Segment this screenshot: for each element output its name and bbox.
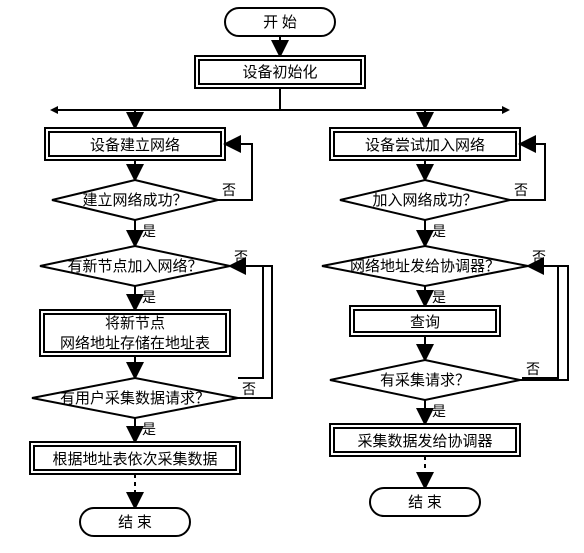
R3-no: 否: [532, 251, 546, 266]
L3-yes: 是: [142, 291, 156, 306]
node-R3: 网络地址发给协调器？: [322, 246, 528, 286]
L6-label: 根据地址表依次采集数据: [52, 451, 217, 468]
node-R6: 采集数据发给协调器: [330, 424, 520, 456]
L4-label: 将新节点: [105, 315, 165, 332]
R6-label: 采集数据发给协调器: [357, 433, 492, 450]
L3-label: 有新节点加入网络？: [67, 258, 202, 275]
R4-label: 查询: [410, 314, 440, 331]
L2-label: 建立网络成功？: [82, 192, 187, 209]
L3-no: 否: [234, 251, 248, 266]
R3-label: 网络地址发给协调器？: [350, 258, 500, 275]
R5-yes: 是: [432, 405, 446, 420]
flowchart: 开 始 设备初始化 设备建立网络 建立网络成功？ 是 否 有新节点加入网络？ 是…: [0, 0, 584, 553]
node-L6: 根据地址表依次采集数据: [30, 442, 240, 474]
node-L5: 有用户采集数据请求？: [32, 378, 238, 418]
R2-no: 否: [514, 184, 528, 199]
node-Lend: 结 束: [80, 508, 190, 536]
Rend-label: 结 束: [408, 494, 442, 511]
node-L3: 有新节点加入网络？: [40, 246, 230, 286]
node-Rend: 结 束: [370, 488, 480, 516]
R5-no: 否: [526, 363, 540, 378]
node-start: 开 始: [225, 8, 335, 36]
R1-label: 设备尝试加入网络: [365, 137, 485, 154]
R3-yes: 是: [432, 291, 446, 306]
Lend-label: 结 束: [118, 514, 152, 531]
L5-yes: 是: [142, 423, 156, 438]
L1-label: 设备建立网络: [90, 137, 180, 154]
node-L1: 设备建立网络: [45, 128, 225, 160]
node-init: 设备初始化: [195, 56, 365, 88]
node-R1: 设备尝试加入网络: [330, 128, 520, 160]
node-R5: 有采集请求？: [330, 360, 520, 400]
L5-no: 否: [242, 383, 256, 398]
node-R4: 查询: [350, 306, 500, 336]
L2-no: 否: [222, 184, 236, 199]
node-L4: 将新节点 网络地址存储在地址表: [40, 310, 230, 356]
R2-label: 加入网络成功？: [372, 192, 477, 209]
node-R2: 加入网络成功？: [340, 180, 510, 220]
R2-yes: 是: [432, 225, 446, 240]
L2-yes: 是: [142, 225, 156, 240]
L4-label2: 网络地址存储在地址表: [60, 335, 210, 352]
start-label: 开 始: [263, 14, 297, 31]
R5-label: 有采集请求？: [380, 372, 470, 389]
node-L2: 建立网络成功？: [52, 180, 218, 220]
init-label: 设备初始化: [242, 64, 317, 81]
L5-label: 有用户采集数据请求？: [60, 390, 210, 407]
